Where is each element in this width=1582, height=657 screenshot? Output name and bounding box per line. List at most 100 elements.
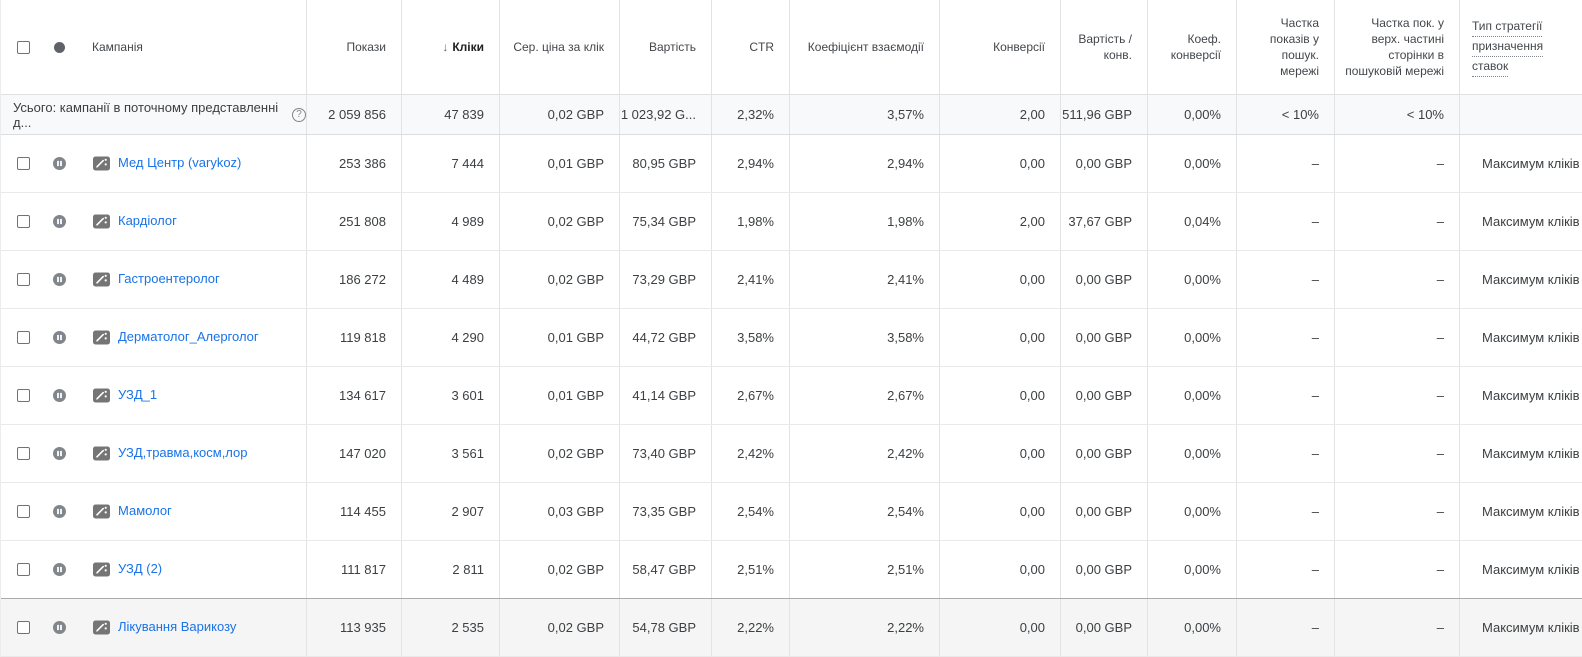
paused-status-icon[interactable] [53, 389, 66, 402]
bid-strategy-cell: Максимум кліків [1459, 251, 1582, 308]
search-top-impr-share-cell: – [1334, 367, 1459, 424]
row-checkbox[interactable] [17, 273, 30, 286]
header-search-top-impr-share[interactable]: Частка пок. у верх. частині сторінки в п… [1334, 0, 1459, 94]
row-checkbox[interactable] [17, 447, 30, 460]
bid-strategy-cell: Максимум кліків [1459, 193, 1582, 250]
search-top-impr-share-cell: – [1334, 483, 1459, 540]
row-checkbox[interactable] [17, 157, 30, 170]
table-row: Мамолог 114 455 2 907 0,03 GBP 73,35 GBP… [1, 483, 1582, 541]
search-top-impr-share-cell: – [1334, 541, 1459, 598]
campaign-type-icon [93, 388, 110, 403]
header-ctr[interactable]: CTR [711, 0, 789, 94]
header-impressions[interactable]: Покази [306, 0, 401, 94]
summary-row: Усього: кампанії в поточному представлен… [1, 95, 1582, 135]
search-top-impr-share-cell: – [1334, 193, 1459, 250]
paused-status-icon[interactable] [53, 273, 66, 286]
campaign-type-icon [93, 562, 110, 577]
header-conv-rate[interactable]: Коеф. конверсії [1147, 0, 1236, 94]
clicks-cell: 2 811 [401, 541, 499, 598]
header-cost-per-conv[interactable]: Вартість / конв. [1060, 0, 1147, 94]
search-top-impr-share-cell: – [1334, 425, 1459, 482]
summary-interaction-rate: 3,57% [789, 95, 939, 134]
row-checkbox[interactable] [17, 215, 30, 228]
help-icon[interactable]: ? [292, 107, 306, 122]
clicks-cell: 3 601 [401, 367, 499, 424]
campaign-name-link[interactable]: УЗД,травма,косм,лор [118, 445, 248, 461]
row-checkbox[interactable] [17, 563, 30, 576]
conversions-cell: 0,00 [939, 135, 1060, 192]
paused-status-icon[interactable] [53, 563, 66, 576]
header-interaction-rate[interactable]: Коефіцієнт взаємодії [789, 0, 939, 94]
cost-per-conv-cell: 37,67 GBP [1060, 193, 1147, 250]
campaign-name-link[interactable]: Дерматолог_Алерголог [118, 329, 259, 345]
header-bid-strategy-type[interactable]: Тип стратегії призначення ставок [1459, 0, 1582, 94]
bid-strategy-cell: Максимум кліків [1459, 483, 1582, 540]
table-row: Мед Центр (varykoz) 253 386 7 444 0,01 G… [1, 135, 1582, 193]
paused-status-icon[interactable] [53, 447, 66, 460]
avg-cpc-cell: 0,01 GBP [499, 309, 619, 366]
campaign-type-icon [93, 446, 110, 461]
avg-cpc-cell: 0,01 GBP [499, 367, 619, 424]
row-checkbox[interactable] [17, 505, 30, 518]
campaign-name-link[interactable]: Гастроентеролог [118, 271, 220, 287]
table-row: Кардіолог 251 808 4 989 0,02 GBP 75,34 G… [1, 193, 1582, 251]
clicks-cell: 2 535 [401, 599, 499, 656]
search-impr-share-cell: – [1236, 541, 1334, 598]
search-impr-share-cell: – [1236, 599, 1334, 656]
ctr-cell: 1,98% [711, 193, 789, 250]
bid-strategy-cell: Максимум кліків [1459, 599, 1582, 656]
row-checkbox[interactable] [17, 389, 30, 402]
table-body: Мед Центр (varykoz) 253 386 7 444 0,01 G… [1, 135, 1582, 657]
header-search-impr-share[interactable]: Частка показів у пошук. мережі [1236, 0, 1334, 94]
header-avg-cpc[interactable]: Сер. ціна за клік [499, 0, 619, 94]
paused-status-icon[interactable] [53, 331, 66, 344]
conversions-cell: 2,00 [939, 193, 1060, 250]
cost-per-conv-cell: 0,00 GBP [1060, 425, 1147, 482]
summary-avg-cpc: 0,02 GBP [499, 95, 619, 134]
campaign-name-link[interactable]: Мед Центр (varykoz) [118, 155, 242, 171]
ctr-cell: 3,58% [711, 309, 789, 366]
summary-ctr: 2,32% [711, 95, 789, 134]
table-row: УЗД,травма,косм,лор 147 020 3 561 0,02 G… [1, 425, 1582, 483]
paused-status-icon[interactable] [53, 505, 66, 518]
conv-rate-cell: 0,00% [1147, 251, 1236, 308]
ctr-cell: 2,94% [711, 135, 789, 192]
campaign-name-link[interactable]: Кардіолог [118, 213, 177, 229]
campaign-cell: УЗД (2) [1, 541, 306, 598]
clicks-cell: 4 989 [401, 193, 499, 250]
campaign-name-link[interactable]: Лікування Варикозу [118, 619, 237, 635]
campaign-name-link[interactable]: УЗД_1 [118, 387, 158, 403]
paused-status-icon[interactable] [53, 157, 66, 170]
header-cost[interactable]: Вартість [619, 0, 711, 94]
campaign-name-link[interactable]: Мамолог [118, 503, 172, 519]
row-checkbox[interactable] [17, 331, 30, 344]
ctr-cell: 2,67% [711, 367, 789, 424]
header-conversions[interactable]: Конверсії [939, 0, 1060, 94]
search-impr-share-cell: – [1236, 425, 1334, 482]
campaign-cell: Лікування Варикозу [1, 599, 306, 656]
row-checkbox[interactable] [17, 621, 30, 634]
campaign-name-link[interactable]: УЗД (2) [118, 561, 163, 577]
paused-status-icon[interactable] [53, 621, 66, 634]
impressions-cell: 114 455 [306, 483, 401, 540]
select-all-checkbox[interactable] [17, 40, 30, 54]
clicks-cell: 4 290 [401, 309, 499, 366]
cost-per-conv-cell: 0,00 GBP [1060, 367, 1147, 424]
conversions-cell: 0,00 [939, 541, 1060, 598]
header-clicks-sorted[interactable]: ↓ Кліки [401, 0, 499, 94]
interaction-rate-cell: 1,98% [789, 193, 939, 250]
conv-rate-cell: 0,00% [1147, 425, 1236, 482]
cost-per-conv-cell: 0,00 GBP [1060, 599, 1147, 656]
campaign-type-icon [93, 620, 110, 635]
campaign-type-icon [93, 330, 110, 345]
interaction-rate-cell: 2,51% [789, 541, 939, 598]
conversions-cell: 0,00 [939, 309, 1060, 366]
ctr-cell: 2,22% [711, 599, 789, 656]
interaction-rate-cell: 2,94% [789, 135, 939, 192]
header-label-campaign[interactable]: Кампанія [92, 39, 143, 54]
cost-per-conv-cell: 0,00 GBP [1060, 483, 1147, 540]
impressions-cell: 111 817 [306, 541, 401, 598]
paused-status-icon[interactable] [53, 215, 66, 228]
interaction-rate-cell: 2,67% [789, 367, 939, 424]
